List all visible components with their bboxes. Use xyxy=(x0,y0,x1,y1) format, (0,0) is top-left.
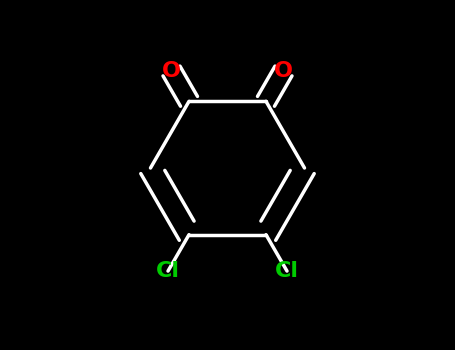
Text: Cl: Cl xyxy=(275,261,299,281)
Text: Cl: Cl xyxy=(156,261,180,281)
Text: O: O xyxy=(274,61,293,81)
Text: O: O xyxy=(162,61,181,81)
